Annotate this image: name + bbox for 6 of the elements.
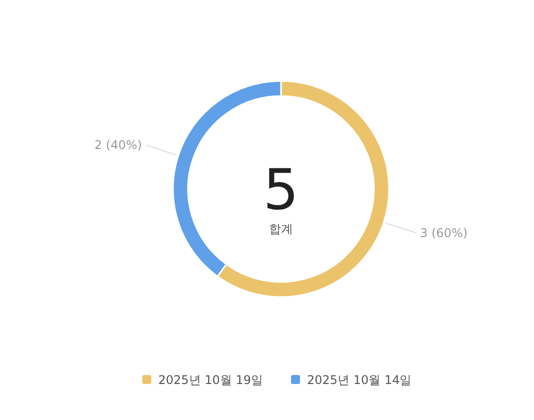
legend-label: 2025년 10월 19일 <box>158 373 263 387</box>
data-label: 2 (40%) <box>94 138 142 152</box>
data-label: 3 (60%) <box>420 226 468 240</box>
legend-label: 2025년 10월 14일 <box>307 373 412 387</box>
text: 합계 <box>269 222 293 236</box>
text: 5 <box>263 158 299 223</box>
